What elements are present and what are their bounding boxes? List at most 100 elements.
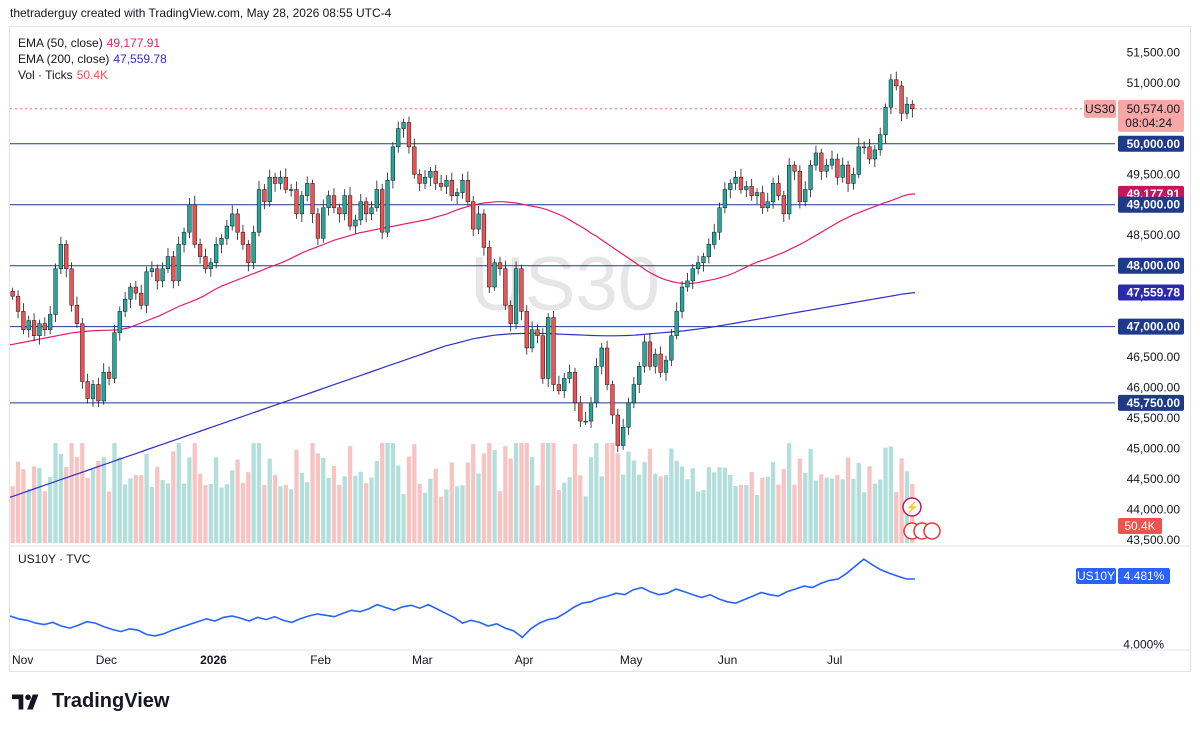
candle[interactable] [385, 172, 390, 238]
candle[interactable] [42, 317, 47, 337]
candle[interactable] [455, 188, 460, 205]
candle[interactable] [26, 315, 31, 338]
candle[interactable] [197, 238, 203, 264]
candle[interactable] [390, 142, 396, 189]
candle[interactable] [797, 165, 802, 209]
candle[interactable] [878, 127, 883, 156]
price-level-badge[interactable] [1118, 135, 1184, 152]
candle[interactable] [862, 141, 867, 154]
candle[interactable] [637, 362, 642, 394]
candle[interactable] [888, 73, 894, 115]
legend-ema200[interactable]: EMA (200, close) 47,559.78 [18, 52, 167, 66]
candle[interactable] [433, 164, 438, 190]
candle[interactable] [342, 189, 347, 221]
candle[interactable] [845, 160, 851, 192]
candle[interactable] [615, 408, 620, 453]
candle[interactable] [851, 167, 856, 190]
candle[interactable] [690, 263, 695, 289]
candle[interactable] [674, 302, 679, 340]
candle[interactable] [449, 172, 454, 201]
tradingview-logo[interactable]: TradingView [12, 690, 169, 713]
candle[interactable] [578, 395, 583, 428]
candle[interactable] [685, 272, 690, 292]
candle[interactable] [583, 412, 588, 425]
candle[interactable] [69, 262, 74, 312]
candle[interactable] [106, 366, 112, 386]
candle[interactable] [396, 121, 401, 153]
candle[interactable] [53, 263, 58, 323]
candle[interactable] [181, 227, 187, 253]
candle[interactable] [235, 208, 240, 240]
candle[interactable] [744, 181, 749, 197]
candle[interactable] [299, 190, 304, 222]
legend-ema50[interactable]: EMA (50, close) 49,177.91 [18, 36, 160, 50]
candle[interactable] [85, 373, 90, 404]
candle[interactable] [524, 305, 529, 355]
candle[interactable] [738, 168, 744, 194]
candle[interactable] [230, 205, 235, 231]
candle[interactable] [305, 176, 310, 202]
candle[interactable] [631, 377, 636, 409]
candle[interactable] [112, 324, 117, 384]
candle[interactable] [476, 206, 481, 235]
candle[interactable] [460, 173, 465, 199]
candle[interactable] [10, 287, 15, 300]
candle[interactable] [465, 171, 470, 206]
candle[interactable] [872, 145, 877, 168]
candle[interactable] [562, 372, 567, 398]
candle[interactable] [176, 236, 181, 286]
candle[interactable] [37, 319, 42, 345]
price-level-badge[interactable] [1118, 257, 1184, 274]
candle[interactable] [626, 397, 631, 435]
candle[interactable] [417, 169, 422, 192]
candle[interactable] [899, 80, 904, 122]
candle[interactable] [187, 197, 192, 239]
candle[interactable] [546, 313, 551, 387]
candle[interactable] [15, 290, 21, 319]
candle[interactable] [21, 303, 26, 335]
candle[interactable] [208, 257, 213, 277]
ema200-line[interactable] [9, 291, 916, 498]
legend-volume[interactable]: Vol · Ticks 50.4K [18, 68, 108, 82]
candle[interactable] [904, 96, 910, 119]
candle[interactable] [760, 185, 765, 214]
candle[interactable] [722, 182, 728, 214]
candle[interactable] [374, 180, 379, 212]
candle[interactable] [203, 248, 208, 274]
candle[interactable] [712, 223, 717, 249]
candle[interactable] [610, 380, 615, 424]
candle[interactable] [438, 174, 444, 191]
candle[interactable] [910, 100, 915, 118]
candle[interactable] [894, 71, 899, 91]
candle[interactable] [663, 355, 669, 381]
candle[interactable] [706, 238, 711, 264]
candle[interactable] [192, 195, 197, 249]
candle[interactable] [835, 153, 840, 185]
candle[interactable] [669, 329, 674, 367]
yield-symbol-tag[interactable] [1076, 568, 1116, 584]
candle[interactable] [594, 358, 599, 408]
candle[interactable] [369, 201, 374, 221]
candle[interactable] [219, 234, 224, 254]
ema50-line[interactable] [9, 193, 916, 346]
candle[interactable] [406, 116, 412, 154]
candle[interactable] [428, 167, 433, 187]
candle[interactable] [883, 103, 888, 144]
candle[interactable] [754, 188, 760, 204]
current-price-badge[interactable] [1118, 99, 1184, 132]
volume-badge[interactable] [1118, 518, 1162, 534]
candle[interactable] [679, 281, 685, 319]
candle[interactable] [647, 333, 653, 371]
candle[interactable] [321, 199, 326, 243]
candle[interactable] [642, 335, 647, 373]
candle[interactable] [128, 283, 133, 309]
candle[interactable] [96, 377, 101, 407]
candle[interactable] [155, 264, 160, 290]
candle[interactable] [139, 284, 144, 310]
candle[interactable] [256, 180, 262, 237]
candle[interactable] [294, 181, 299, 219]
candle[interactable] [497, 256, 503, 276]
candle[interactable] [513, 261, 519, 330]
candle[interactable] [653, 348, 658, 374]
